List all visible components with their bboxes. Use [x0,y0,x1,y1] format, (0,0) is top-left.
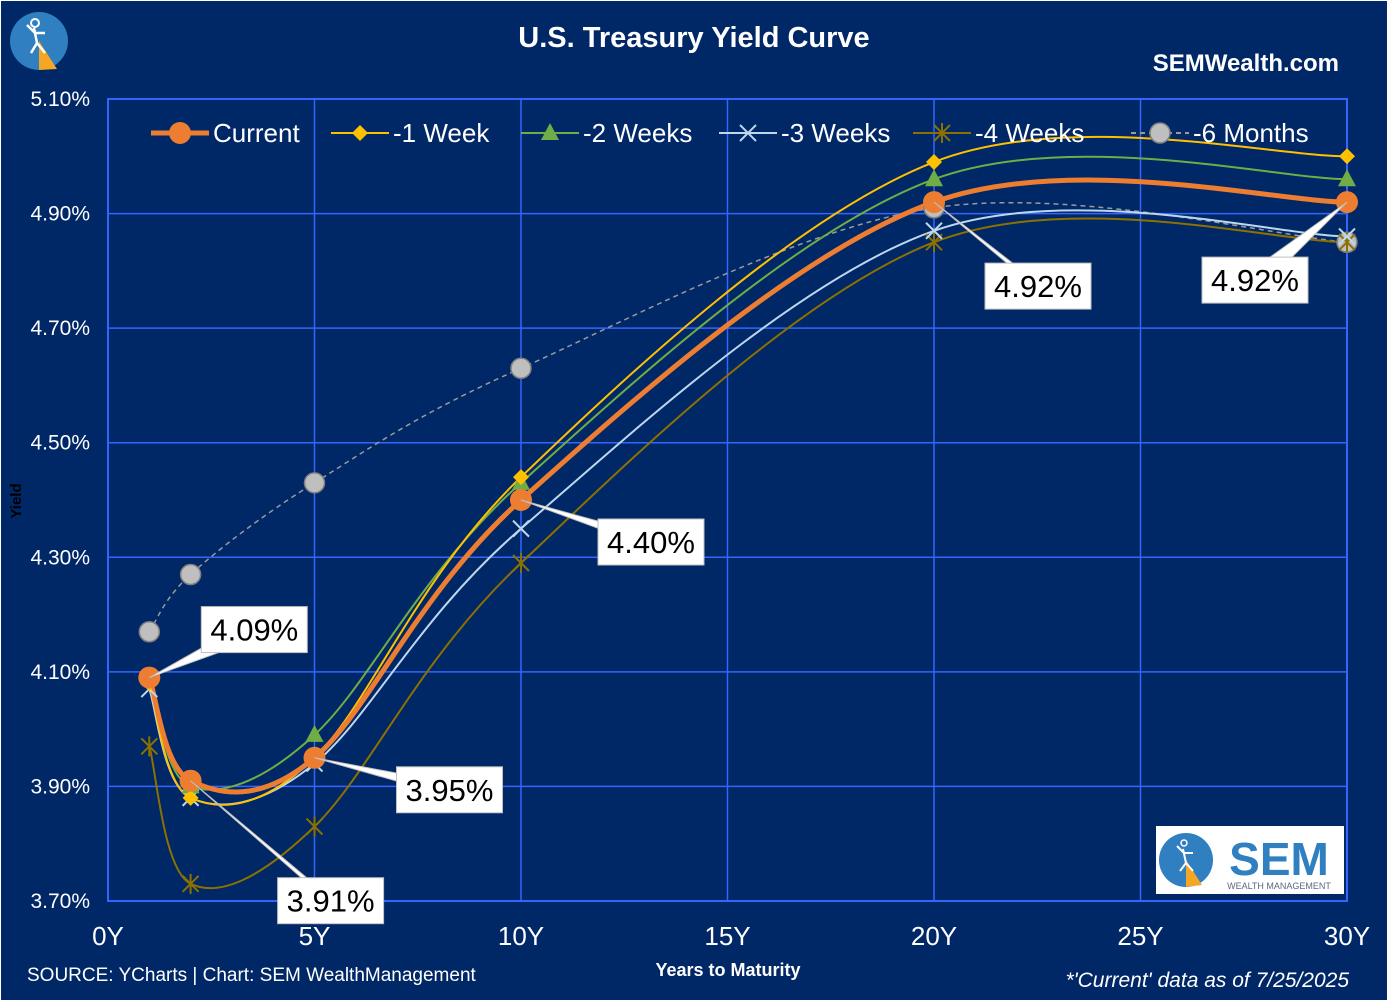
logo-brand: SEM [1229,833,1329,885]
point-week1 [182,789,199,806]
y-tick-label: 4.50% [30,432,90,455]
point-week4 [305,816,324,837]
legend-marker-week3 [739,124,757,142]
callouts: 4.09% 3.91% 3.95% 4.40% 4.92% 4.92% [149,201,1348,925]
x-tick-labels: 0Y 5Y 10Y 15Y 20Y 25Y 30Y [92,921,1370,951]
asof-note: *'Current' data as of 7/25/2025 [1065,969,1349,992]
point-week4 [181,873,200,894]
chart-title: U.S. Treasury Yield Curve [518,22,869,54]
legend-marker-week1 [352,125,368,141]
logo-tagline: WEALTH MANAGEMENT [1227,881,1331,891]
x-tick-label: 10Y [498,921,544,951]
y-tick-label: 4.70% [30,317,90,340]
x-tick-label: 30Y [1324,921,1370,951]
point-week3 [512,519,530,538]
legend-label-week3: -3 Weeks [781,118,890,148]
callout-box [200,606,308,654]
data-label: 4.92% [994,269,1082,304]
data-label: 4.40% [607,525,695,560]
point-month6 [179,563,202,586]
legend-label-week2: -2 Weeks [583,118,692,148]
data-label: 4.09% [210,613,298,648]
point-week3 [925,222,943,240]
point-week2 [1338,169,1356,187]
point-week1 [926,154,942,171]
source-note: SOURCE: YCharts | Chart: SEM WealthManag… [27,965,477,986]
site-label: SEMWealth.com [1153,50,1339,77]
data-label: 4.92% [1211,263,1299,298]
sem-logo-icon [10,12,68,70]
y-tick-labels: 3.70% 3.90% 4.10% 4.30% 4.50% 4.70% 4.90% 5.10% [30,88,90,913]
point-week1 [1339,148,1355,165]
legend-label-current: Current [213,118,300,148]
point-week1 [513,469,529,486]
point-month6 [138,621,161,643]
point-month6 [510,357,532,379]
callout-box [1201,256,1309,304]
series-markers [138,148,1358,894]
x-tick-label: 25Y [1117,921,1163,951]
point-week4 [140,736,159,757]
data-label: 3.91% [287,884,375,919]
x-tick-label: 5Y [299,921,331,951]
legend-marker-current [169,122,191,144]
x-axis-label: Years to Maturity [655,960,800,980]
x-tick-label: 15Y [704,921,750,951]
point-week2 [925,169,943,187]
callout-box [396,766,503,814]
legend: Current -1 Week -2 Weeks -3 Weeks -4 Weeks -6… [151,118,1309,148]
callout-box [984,262,1092,310]
legend-marker-week4 [933,123,951,143]
y-tick-label: 3.90% [30,775,90,798]
legend-label-week4: -4 Weeks [975,118,1084,148]
point-week2 [305,724,324,742]
legend-label-month6: -6 Months [1193,118,1309,148]
callout-box [597,518,705,566]
y-tick-label: 4.30% [30,546,90,569]
y-tick-label: 4.10% [30,661,90,684]
x-tick-label: 20Y [911,921,957,951]
y-axis-label: Yield [8,483,25,518]
sem-wealth-logo: SEM WEALTH MANAGEMENT [1156,826,1344,894]
callout-box [277,877,385,925]
point-month6 [303,472,326,494]
y-tick-label: 4.90% [30,203,90,226]
legend-marker-month6 [1149,122,1171,144]
legend-marker-week2 [541,123,559,140]
point-week4 [512,553,530,574]
point-week3 [1338,227,1356,246]
y-tick-label: 5.10% [30,88,90,111]
data-label: 3.95% [406,773,494,808]
x-tick-label: 0Y [92,921,124,951]
y-tick-label: 3.70% [30,890,90,913]
legend-label-week1: -1 Week [393,118,490,148]
